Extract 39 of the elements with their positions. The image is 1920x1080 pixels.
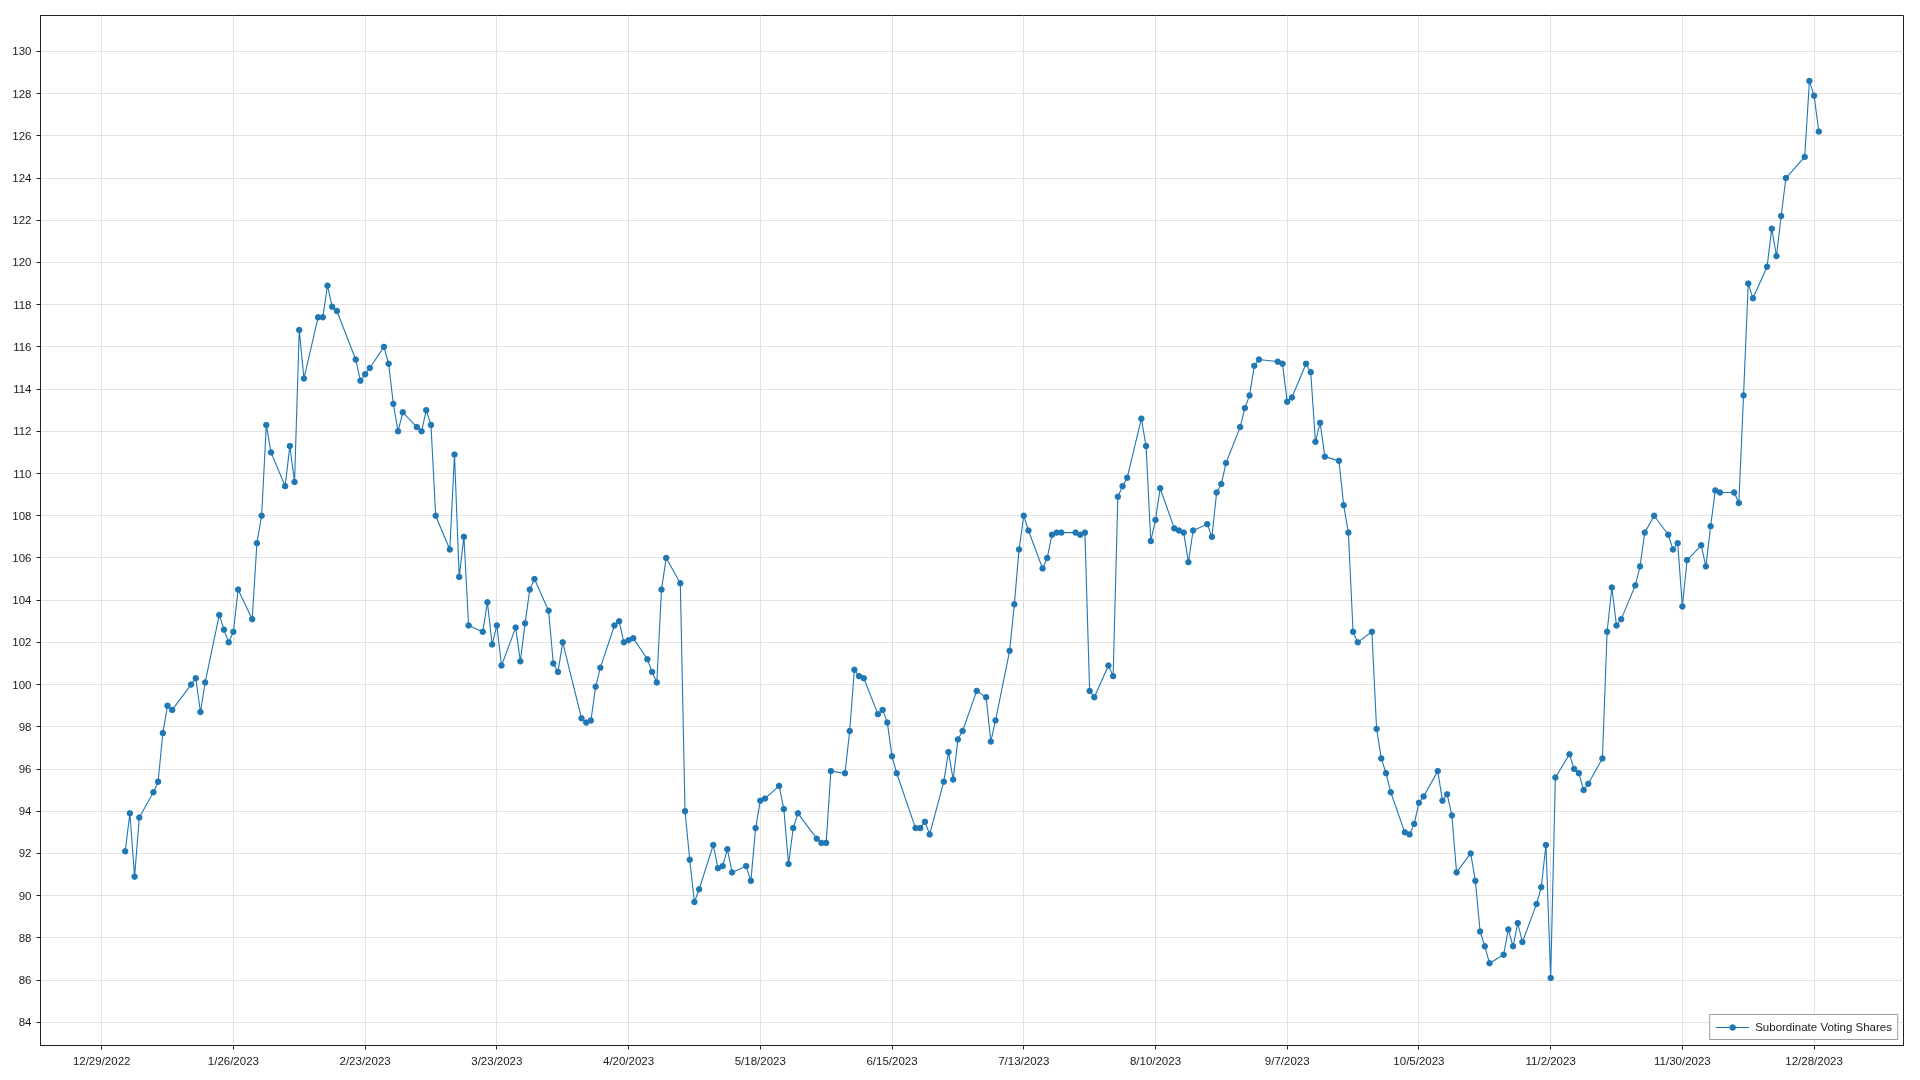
x-tick-label: 9/7/2023 <box>1264 1054 1310 1067</box>
x-tick-label: 7/13/2023 <box>998 1054 1050 1067</box>
y-tick-label: 114 <box>13 383 33 396</box>
x-tick-label: 1/26/2023 <box>207 1054 259 1067</box>
x-tick-label: 8/10/2023 <box>1129 1054 1182 1067</box>
y-tick-label: 106 <box>12 551 32 564</box>
y-tick-label: 118 <box>13 298 32 311</box>
y-tick-label: 94 <box>18 805 33 818</box>
x-tick-label: 12/28/2023 <box>1785 1054 1843 1067</box>
x-tick-label: 3/23/2023 <box>471 1054 523 1067</box>
y-tick-label: 120 <box>12 256 32 269</box>
y-tick-label: 90 <box>18 889 32 902</box>
y-tick-label: 96 <box>18 763 32 775</box>
y-tick-label: 112 <box>13 425 32 438</box>
y-tick-label: 84 <box>18 1016 33 1029</box>
x-tick-label: 10/5/2023 <box>1393 1054 1445 1067</box>
y-tick-label: 116 <box>13 340 32 353</box>
y-tick-label: 128 <box>12 87 32 100</box>
y-tick-label: 102 <box>12 636 32 649</box>
y-tick-label: 126 <box>12 129 32 142</box>
x-tick-label: 11/30/2023 <box>1654 1054 1711 1067</box>
y-tick-label: 130 <box>12 45 32 58</box>
legend-label: Subordinate Voting Shares <box>1755 1021 1892 1033</box>
y-tick-label: 92 <box>18 847 32 860</box>
x-tick-label: 11/2/2023 <box>1525 1054 1576 1067</box>
y-tick-label: 108 <box>12 509 32 522</box>
y-tick-label: 110 <box>13 467 32 480</box>
x-tick-label: 2/23/2023 <box>339 1054 391 1067</box>
y-tick-label: 88 <box>18 931 32 944</box>
y-tick-label: 98 <box>18 720 32 733</box>
x-tick-label: 4/20/2023 <box>602 1054 655 1067</box>
y-tick-label: 100 <box>12 678 32 691</box>
x-tick-label: 12/29/2022 <box>72 1054 131 1067</box>
x-tick-label: 5/18/2023 <box>734 1054 786 1067</box>
y-tick-label: 86 <box>18 974 32 987</box>
x-tick-label: 6/15/2023 <box>866 1054 918 1067</box>
y-tick-label: 104 <box>12 594 33 607</box>
y-tick-label: 122 <box>12 214 32 227</box>
y-tick-label: 124 <box>12 172 33 185</box>
